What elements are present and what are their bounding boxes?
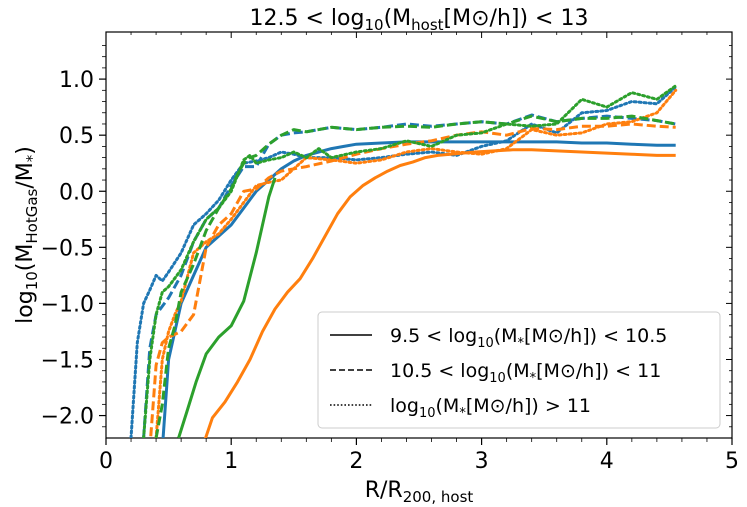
series-layer <box>129 84 678 438</box>
legend-label-dashed: 10.5 < log10(M*[M⊙/h]) < 11 <box>390 360 661 386</box>
series-blue-solid <box>161 140 676 438</box>
series-green-dashed <box>154 114 676 438</box>
chart-title: 12.5 < log10(Mhost[M⊙/h]) < 13 <box>250 6 589 34</box>
x-tick-label: 5 <box>725 449 739 474</box>
y-tick-label: 1.0 <box>59 68 94 93</box>
x-tick-label: 2 <box>349 449 363 474</box>
legend: 9.5 < log10(M*[M⊙/h]) < 10.5 10.5 < log1… <box>317 311 721 429</box>
plot-frame <box>105 31 733 439</box>
y-tick-label: −0.5 <box>41 236 94 261</box>
series-orange-solid <box>204 148 676 438</box>
x-tick-label: 0 <box>99 449 113 474</box>
y-tick-label: 0.5 <box>59 124 94 149</box>
x-tick-label: 1 <box>224 449 238 474</box>
x-axis-label: R/R200, host <box>365 478 474 506</box>
series-orange-dashed <box>149 122 676 438</box>
y-axis-label: log10(MHotGas/M*) <box>13 146 41 324</box>
y-tick-label: −1.5 <box>41 348 94 373</box>
series-orange-dotted <box>154 88 678 438</box>
x-tick-label: 4 <box>600 449 614 474</box>
y-tick-label: 0.0 <box>59 180 94 205</box>
x-tick-label: 3 <box>475 449 489 474</box>
legend-box <box>317 311 721 429</box>
legend-label-solid: 9.5 < log10(M*[M⊙/h]) < 10.5 <box>390 325 667 351</box>
y-tick-label: −2.0 <box>41 405 94 430</box>
legend-label-dotted: log10(M*[M⊙/h]) > 11 <box>390 395 591 421</box>
series-green-dotted <box>142 84 678 438</box>
y-tick-label: −1.0 <box>41 292 94 317</box>
series-green-solid <box>177 177 277 438</box>
axes-ticks: 0 1 2 3 4 5 −2.0 −1.5 −1.0 −0.5 0.0 0.5 1.0 <box>41 32 739 474</box>
